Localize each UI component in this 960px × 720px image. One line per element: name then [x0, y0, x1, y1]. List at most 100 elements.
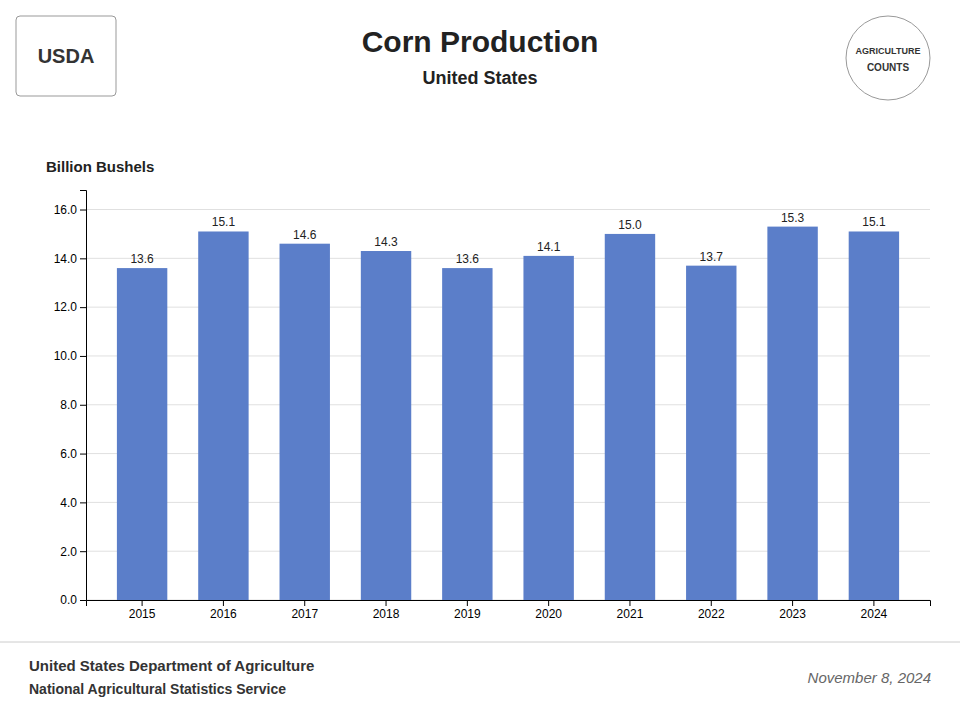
tick: 4.0	[60, 496, 86, 510]
axis-line	[80, 191, 87, 601]
tick-mark	[386, 600, 387, 606]
data-labels: 13.6 15.1 14.6 14.3 13.6 14.1 15.0 13.7 15.3 15.1	[130, 211, 885, 266]
data-label: 15.1	[212, 215, 236, 229]
tick-label: 2018	[373, 607, 400, 621]
tick-label: 10.0	[54, 349, 78, 363]
tick: 2015	[129, 600, 156, 621]
y-axis-label: Billion Bushels	[46, 158, 154, 175]
data-label: 15.0	[618, 218, 642, 232]
tick-label: 2020	[535, 607, 562, 621]
bars	[117, 227, 899, 600]
bar	[849, 231, 899, 600]
subtitle: United States	[422, 68, 537, 88]
footer-text: National Agricultural Statistics Service	[29, 681, 286, 697]
tick-mark	[80, 405, 86, 406]
tick-mark	[80, 600, 86, 601]
tick-label: 2021	[617, 607, 644, 621]
tick-mark	[223, 600, 224, 606]
tick-mark	[80, 307, 86, 308]
tick: 2023	[779, 600, 806, 621]
data-label: 14.3	[374, 235, 398, 249]
bar	[198, 231, 248, 600]
tick-label: 2022	[698, 607, 725, 621]
x-axis: 2015 2016 2017 2018 2019 2020 2021 2022 2023 2024	[87, 600, 931, 621]
tick-label: 2023	[779, 607, 806, 621]
bar	[605, 234, 655, 600]
tick: 14.0	[54, 252, 86, 266]
tick-label: 0.0	[60, 593, 77, 607]
tick-label: 6.0	[60, 447, 77, 461]
title: Corn Production	[362, 25, 599, 58]
bar	[686, 266, 736, 600]
tick-label: 2024	[861, 607, 888, 621]
tick-mark	[304, 600, 305, 606]
bar	[442, 268, 492, 600]
tick-mark	[548, 600, 549, 606]
tick: 2019	[454, 600, 481, 621]
tick: 0.0	[60, 593, 86, 607]
tick: 6.0	[60, 447, 86, 461]
tick-label: 14.0	[54, 252, 78, 266]
tick-mark	[80, 454, 86, 455]
chart: Corn Production United States USDA AGRICULT…	[0, 0, 960, 720]
tick-label: 4.0	[60, 496, 77, 510]
tick-mark	[80, 258, 86, 259]
footer-text: November 8, 2024	[808, 669, 931, 686]
y-axis: 0.0 2.0 4.0 6.0 8.0 10.0 12.0 14.0 16.0	[54, 191, 87, 608]
data-label: 13.7	[700, 250, 724, 264]
data-label: 15.1	[862, 215, 886, 229]
bar	[280, 244, 330, 600]
tick-label: 2015	[129, 607, 156, 621]
tick-label: 16.0	[54, 203, 78, 217]
data-label: 15.3	[781, 211, 805, 225]
bar	[523, 256, 573, 600]
separator	[0, 642, 960, 643]
tick-mark	[467, 600, 468, 606]
tick-label: 2017	[291, 607, 318, 621]
tick: 2022	[698, 600, 725, 621]
tick: 12.0	[54, 300, 86, 314]
tick: 2016	[210, 600, 237, 621]
tick-mark	[873, 600, 874, 606]
tick: 8.0	[60, 398, 86, 412]
tick-mark	[629, 600, 630, 606]
data-label: 14.6	[293, 228, 317, 242]
tick-mark	[792, 600, 793, 606]
tick: 2020	[535, 600, 562, 621]
tick-label: 2019	[454, 607, 481, 621]
tick: 2.0	[60, 545, 86, 559]
footer-text: United States Department of Agriculture	[29, 657, 314, 674]
tick: 16.0	[54, 203, 86, 217]
tick-mark	[80, 502, 86, 503]
tick-label: 2016	[210, 607, 237, 621]
tick: 2017	[291, 600, 318, 621]
tick: 2024	[861, 600, 888, 621]
data-label: 14.1	[537, 240, 561, 254]
bar	[767, 227, 817, 600]
bar	[117, 268, 167, 600]
bar	[361, 251, 411, 600]
tick-mark	[80, 356, 86, 357]
plot: 0.02.04.06.08.010.012.014.016.0201520162…	[54, 191, 931, 621]
logo-text: USDA	[38, 45, 95, 67]
tick-label: 8.0	[60, 398, 77, 412]
grid	[86, 210, 930, 600]
tick: 10.0	[54, 349, 86, 363]
tick: 2021	[617, 600, 644, 621]
tick-mark	[80, 551, 86, 552]
logo-text: AGRICULTURE	[856, 46, 921, 56]
logo-text: COUNTS	[867, 62, 910, 73]
tick-label: 2.0	[60, 545, 77, 559]
data-label: 13.6	[456, 252, 480, 266]
tick: 2018	[373, 600, 400, 621]
tick-mark	[142, 600, 143, 606]
logo-left: USDA	[16, 16, 116, 96]
logo-frame	[846, 16, 930, 100]
tick-mark	[711, 600, 712, 606]
logo-right: AGRICULTURE COUNTS	[846, 16, 930, 100]
data-label: 13.6	[130, 252, 154, 266]
tick-mark	[80, 210, 86, 211]
axis-line	[87, 601, 931, 607]
tick-label: 12.0	[54, 300, 78, 314]
logo-frame	[16, 16, 116, 96]
